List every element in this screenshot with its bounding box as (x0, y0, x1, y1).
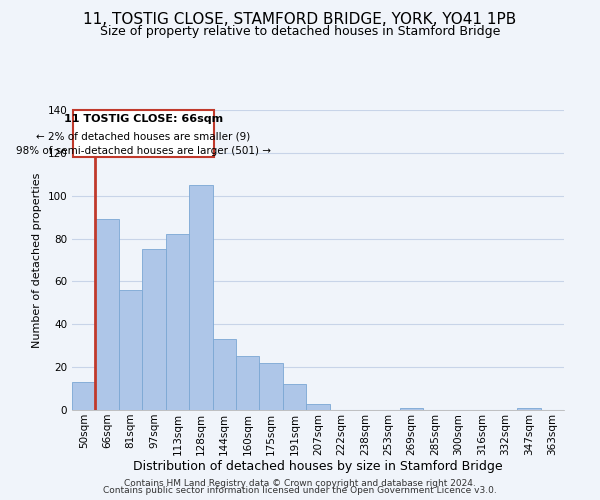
Text: Size of property relative to detached houses in Stamford Bridge: Size of property relative to detached ho… (100, 25, 500, 38)
Bar (73, 110, 214, 157)
Bar (259, 363, 283, 410)
Text: 11, TOSTIG CLOSE, STAMFORD BRIDGE, YORK, YO41 1PB: 11, TOSTIG CLOSE, STAMFORD BRIDGE, YORK,… (83, 12, 517, 28)
Bar (119, 290, 142, 410)
Text: ← 2% of detached houses are smaller (9): ← 2% of detached houses are smaller (9) (37, 132, 251, 141)
Bar (306, 404, 330, 410)
Bar (283, 384, 306, 410)
Bar (166, 234, 189, 410)
Bar (400, 408, 424, 410)
Bar (72, 382, 95, 410)
Text: Contains public sector information licensed under the Open Government Licence v3: Contains public sector information licen… (103, 486, 497, 495)
Bar (212, 340, 236, 410)
Bar (189, 185, 212, 410)
Text: Contains HM Land Registry data © Crown copyright and database right 2024.: Contains HM Land Registry data © Crown c… (124, 478, 476, 488)
X-axis label: Distribution of detached houses by size in Stamford Bridge: Distribution of detached houses by size … (133, 460, 503, 473)
Bar (142, 250, 166, 410)
Text: 98% of semi-detached houses are larger (501) →: 98% of semi-detached houses are larger (… (16, 146, 271, 156)
Bar (236, 356, 259, 410)
Bar (517, 408, 541, 410)
Bar (95, 220, 119, 410)
Y-axis label: Number of detached properties: Number of detached properties (32, 172, 42, 348)
Text: 11 TOSTIG CLOSE: 66sqm: 11 TOSTIG CLOSE: 66sqm (64, 114, 223, 124)
